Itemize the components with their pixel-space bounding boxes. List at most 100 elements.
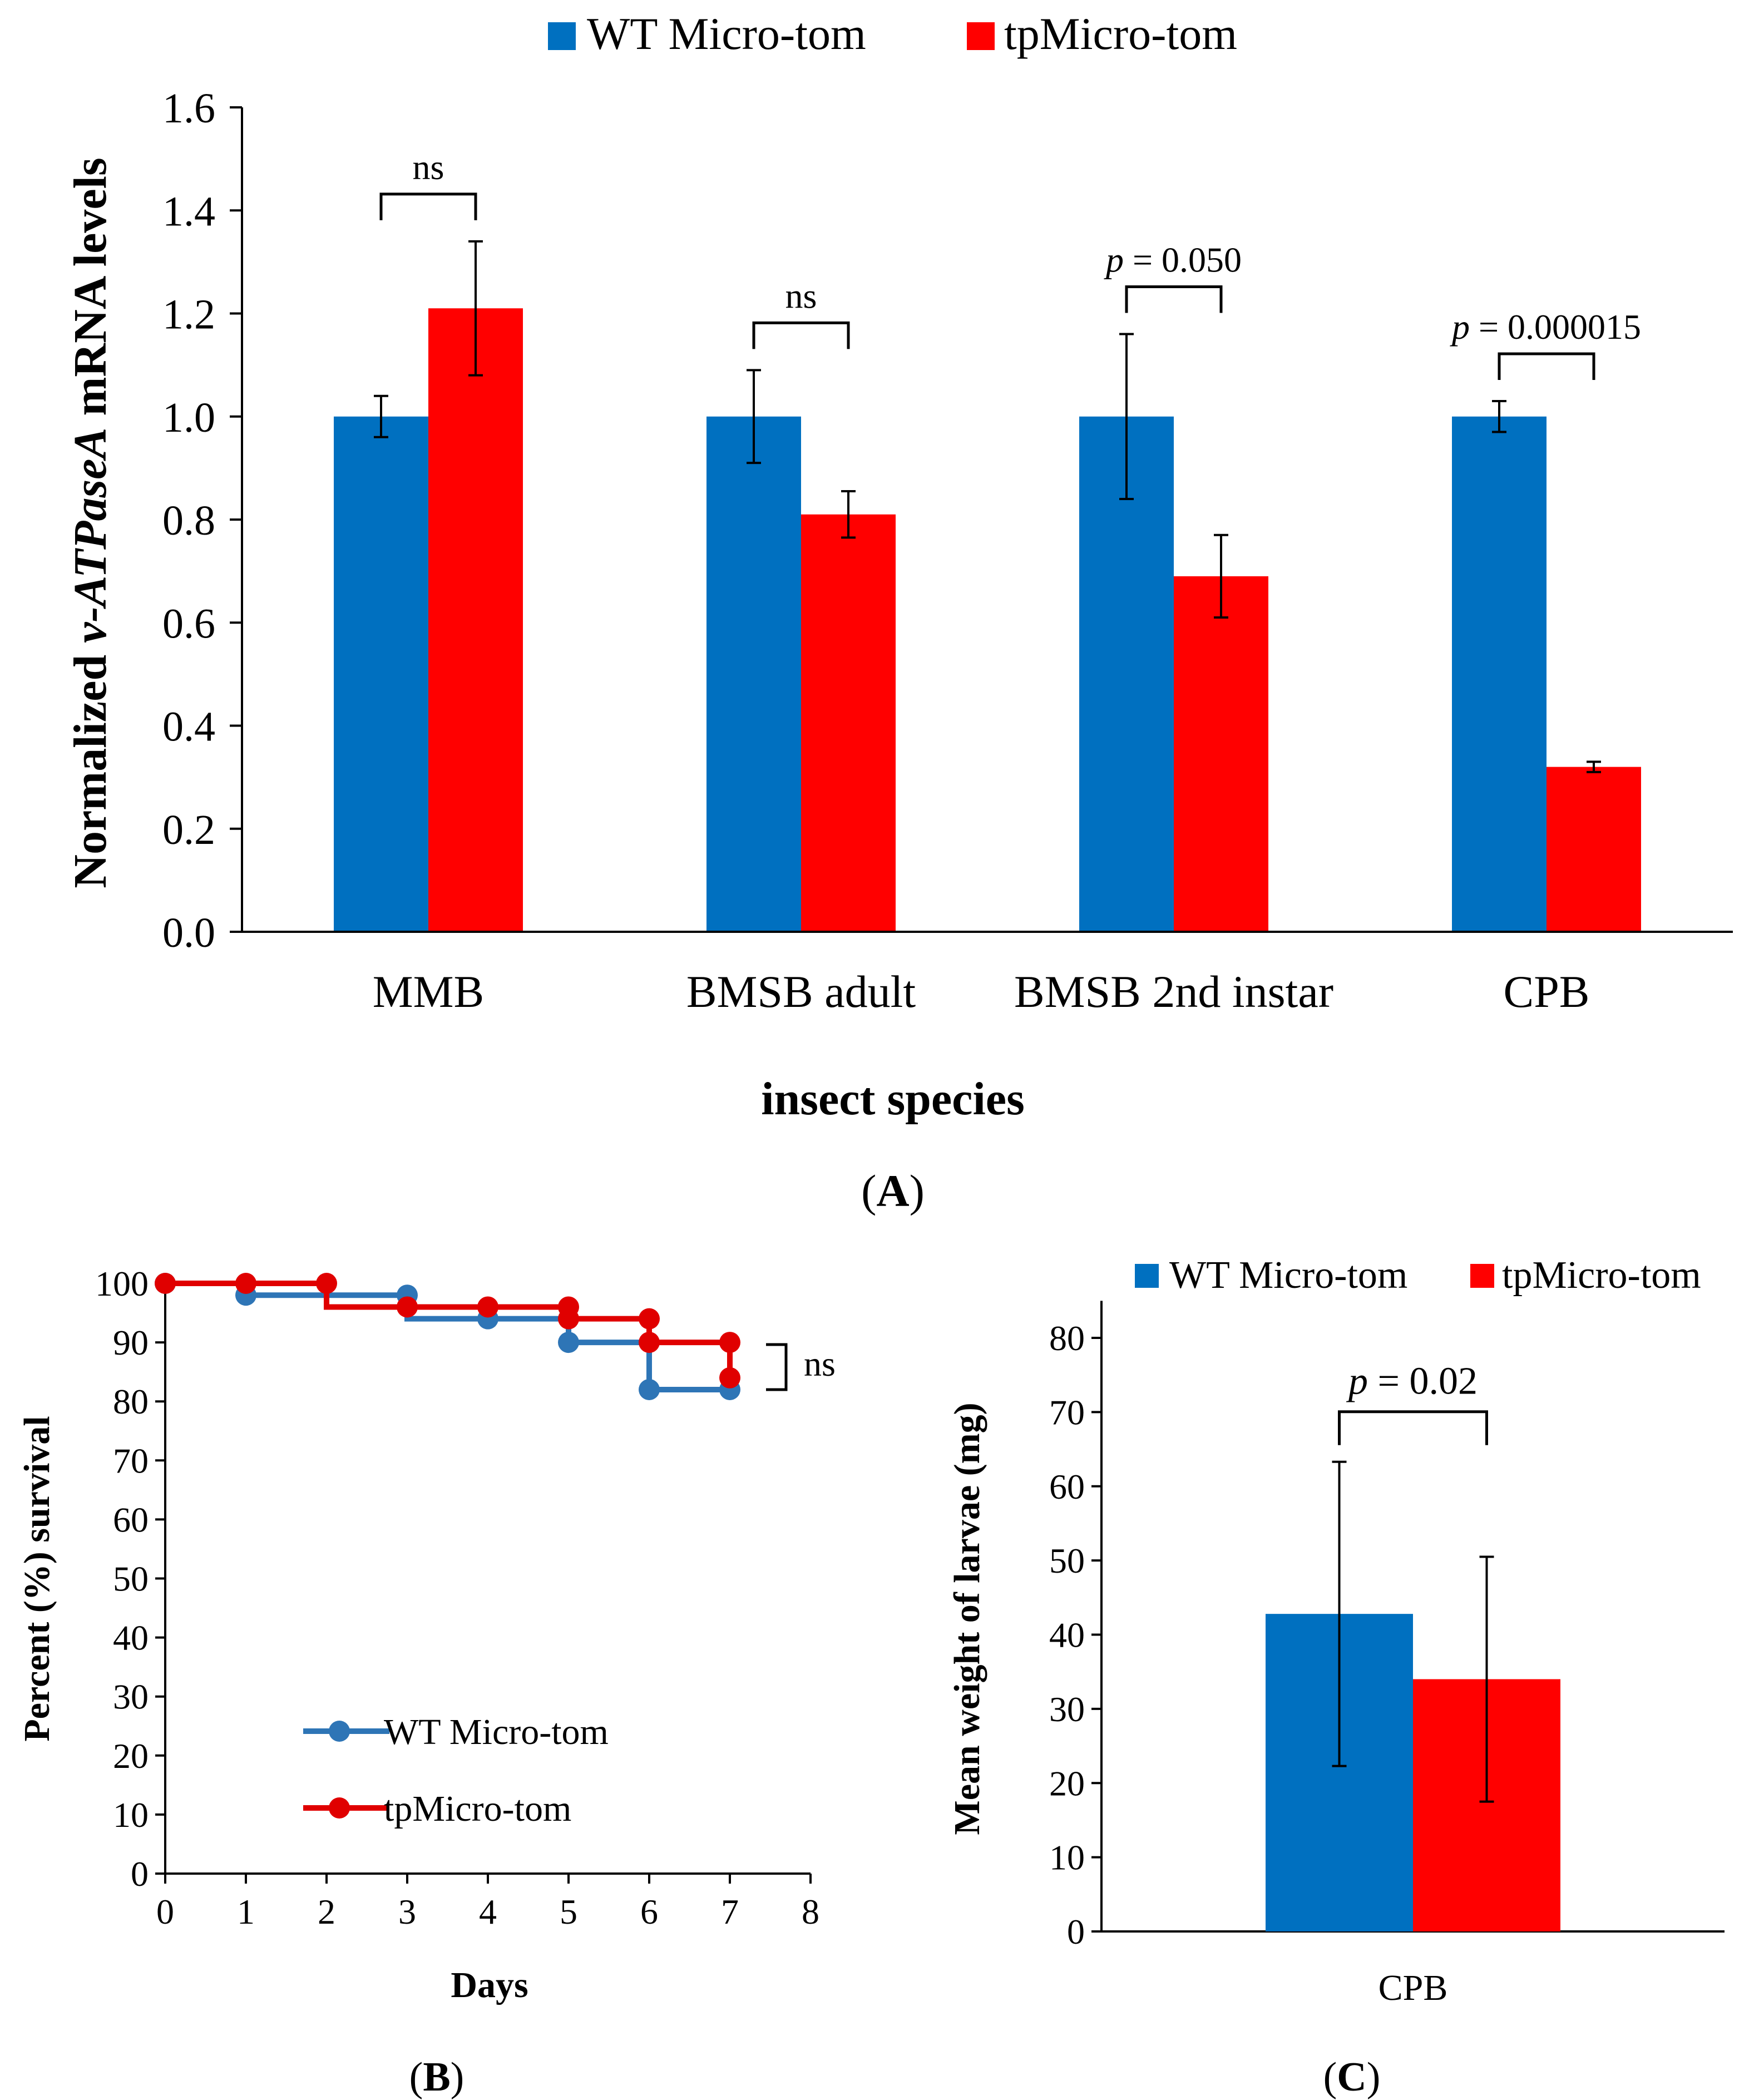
significance-bracket-a bbox=[752, 321, 850, 349]
legend-a-swatch-wt bbox=[548, 22, 576, 50]
panel-label-a: (A) bbox=[861, 1165, 925, 1216]
lines-b bbox=[155, 1273, 740, 1400]
bar-a-wt bbox=[706, 416, 801, 932]
y-tick-label-b: 40 bbox=[113, 1618, 149, 1658]
legend-b-marker-wt bbox=[329, 1721, 350, 1742]
panel-b: Percent (%) survival 0102030405060708090… bbox=[17, 1264, 836, 2100]
x-axis-title-a: insect species bbox=[761, 1073, 1025, 1125]
y-tick-label-c: 30 bbox=[1049, 1689, 1085, 1729]
legend-a-label-tp: tpMicro-tom bbox=[1004, 8, 1237, 59]
x-tick-label-b: 3 bbox=[398, 1892, 416, 1931]
legend-b-marker-tp bbox=[329, 1797, 350, 1819]
y-tick-label-b: 100 bbox=[95, 1264, 149, 1303]
bar-a-tp bbox=[1174, 576, 1268, 932]
bars-a bbox=[334, 240, 1641, 932]
y-tick-label-a: 0.2 bbox=[162, 807, 215, 853]
x-tick-label-b: 4 bbox=[479, 1892, 497, 1931]
y-tick-label-a: 0.6 bbox=[162, 600, 215, 647]
y-tick-label-b: 90 bbox=[113, 1323, 149, 1362]
legend-b-label-tp: tpMicro-tom bbox=[384, 1788, 571, 1829]
y-tick-label-a: 0.4 bbox=[162, 704, 215, 750]
y-tick-label-b: 20 bbox=[113, 1736, 149, 1776]
y-tick-label-c: 50 bbox=[1049, 1541, 1085, 1580]
legend-a-swatch-tp bbox=[967, 22, 995, 50]
bar-a-wt bbox=[1079, 416, 1174, 932]
x-tick-label-c: CPB bbox=[1379, 1968, 1448, 2008]
y-tick-label-c: 70 bbox=[1049, 1392, 1085, 1432]
legend-c-swatch-wt bbox=[1135, 1264, 1159, 1288]
axes-c: 0 10 20 30 40 50 60 70 80 CPB bbox=[1049, 1301, 1725, 2008]
significance-label-a: p = 0.000015 bbox=[1450, 307, 1641, 347]
x-tick-label-a: CPB bbox=[1504, 966, 1590, 1017]
bar-a-tp bbox=[801, 514, 896, 932]
y-tick-label-c: 80 bbox=[1049, 1318, 1085, 1358]
survival-marker-tp bbox=[719, 1332, 740, 1353]
y-tick-label-b: 0 bbox=[131, 1854, 149, 1894]
y-axis-title-c: Mean weight of larvae (mg) bbox=[947, 1402, 987, 1835]
x-tick-label-b: 2 bbox=[318, 1892, 335, 1931]
survival-marker-tp bbox=[719, 1367, 740, 1389]
y-tick-label-b: 70 bbox=[113, 1441, 149, 1480]
legend-c-swatch-tp bbox=[1470, 1264, 1494, 1288]
panel-c: WT Micro-tom tpMicro-tom Mean weight of … bbox=[947, 1254, 1725, 2100]
y-tick-label-a: 0.0 bbox=[162, 910, 215, 956]
y-axis-title-a: Normalized v-ATPaseA mRNA levels bbox=[65, 157, 116, 888]
y-tick-label-a: 1.2 bbox=[162, 291, 215, 338]
legend-b: WT Micro-tom tpMicro-tom bbox=[303, 1712, 609, 1829]
x-tick-label-b: 7 bbox=[721, 1892, 739, 1931]
y-tick-label-b: 10 bbox=[113, 1795, 149, 1835]
survival-marker-tp bbox=[477, 1296, 498, 1318]
legend-c-label-tp: tpMicro-tom bbox=[1502, 1254, 1701, 1297]
x-axis-a: MMB BMSB adult BMSB 2nd instar CPB bbox=[242, 931, 1733, 1017]
legend-b-label-wt: WT Micro-tom bbox=[384, 1712, 609, 1752]
survival-marker-tp bbox=[235, 1273, 256, 1294]
survival-marker-tp bbox=[397, 1296, 418, 1318]
y-tick-label-b: 30 bbox=[113, 1677, 149, 1717]
x-tick-label-b: 0 bbox=[156, 1892, 174, 1931]
survival-marker-tp bbox=[639, 1332, 660, 1353]
x-tick-label-b: 8 bbox=[802, 1892, 819, 1931]
y-tick-label-c: 10 bbox=[1049, 1838, 1085, 1877]
survival-marker-tp bbox=[316, 1273, 337, 1294]
x-tick-label-b: 5 bbox=[560, 1892, 577, 1931]
y-tick-label-a: 1.4 bbox=[162, 188, 215, 235]
y-tick-label-b: 50 bbox=[113, 1559, 149, 1599]
survival-marker-tp bbox=[155, 1273, 176, 1294]
significance-bracket-a bbox=[1125, 285, 1223, 313]
y-axis-a: 0.0 0.2 0.4 0.6 0.8 1.0 1.2 1.4 1.6 bbox=[162, 85, 243, 956]
significance-label-c: p = 0.02 bbox=[1346, 1360, 1478, 1403]
survival-marker-tp bbox=[639, 1308, 660, 1330]
panel-a: WT Micro-tom tpMicro-tom Normalized v-AT… bbox=[65, 8, 1733, 1216]
annotations-a: ns ns p = 0.050 p = 0.000015 bbox=[379, 147, 1641, 380]
bar-a-tp bbox=[1547, 767, 1641, 932]
x-axis-title-b: Days bbox=[451, 1965, 528, 2005]
significance-label-a: ns bbox=[785, 276, 817, 315]
y-tick-label-b: 80 bbox=[113, 1382, 149, 1421]
x-tick-label-a: MMB bbox=[373, 966, 485, 1017]
panel-label-c: (C) bbox=[1323, 2054, 1381, 2100]
survival-marker-wt bbox=[639, 1378, 660, 1400]
y-tick-label-c: 0 bbox=[1067, 1912, 1085, 1951]
x-tick-label-a: BMSB adult bbox=[686, 966, 916, 1017]
x-tick-label-a: BMSB 2nd instar bbox=[1014, 966, 1333, 1017]
y-tick-label-c: 40 bbox=[1049, 1615, 1085, 1655]
y-tick-label-a: 1.6 bbox=[162, 85, 215, 132]
bars-c bbox=[1266, 1460, 1560, 1931]
significance-label-a: p = 0.050 bbox=[1104, 240, 1242, 280]
significance-bracket-c bbox=[1338, 1410, 1488, 1445]
y-tick-label-c: 60 bbox=[1049, 1467, 1085, 1506]
y-tick-label-c: 20 bbox=[1049, 1763, 1085, 1803]
ns-label-b: ns bbox=[804, 1344, 836, 1383]
y-axis-title-b: Percent (%) survival bbox=[17, 1416, 57, 1741]
bar-a-wt bbox=[1452, 416, 1547, 932]
legend-a-label-wt: WT Micro-tom bbox=[587, 8, 866, 59]
survival-marker-tp bbox=[558, 1308, 579, 1330]
survival-marker-wt bbox=[558, 1332, 579, 1353]
x-tick-label-b: 6 bbox=[640, 1892, 658, 1931]
annotation-c: p = 0.02 bbox=[1338, 1360, 1488, 1445]
bar-a-tp bbox=[428, 308, 523, 932]
panel-label-b: (B) bbox=[409, 2054, 465, 2100]
significance-bracket-a bbox=[1498, 352, 1595, 380]
y-tick-label-a: 0.8 bbox=[162, 497, 215, 544]
